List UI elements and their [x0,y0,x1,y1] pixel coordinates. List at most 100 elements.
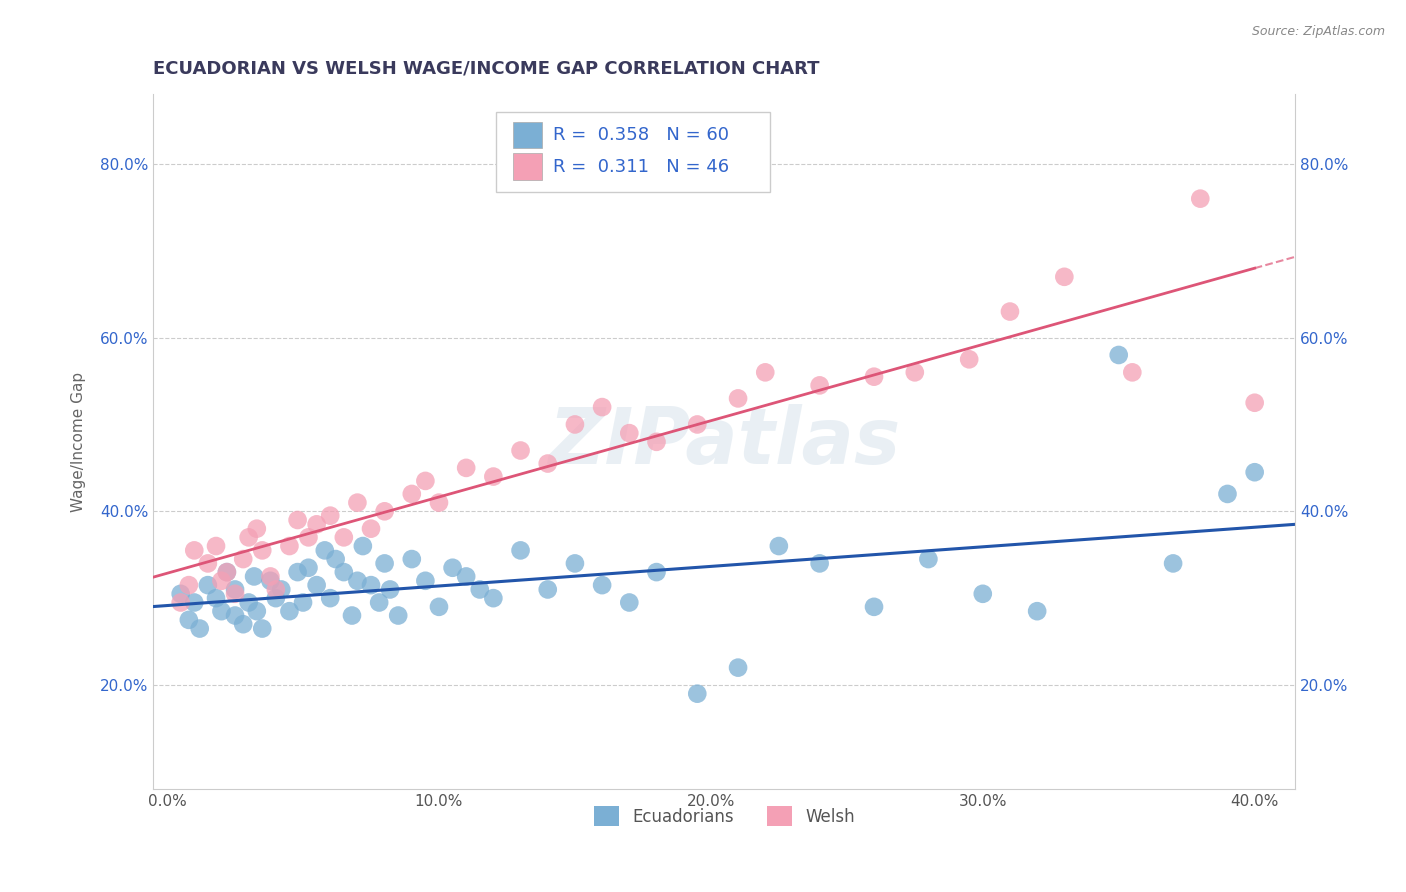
Point [305,578,328,592]
Point [270,582,292,597]
Point [619,595,641,609]
Point [224,608,246,623]
Point [863,369,886,384]
Point [264,582,287,597]
Point [287,513,309,527]
Text: ZIPatlas: ZIPatlas [548,404,901,480]
Point [215,565,238,579]
Point [441,560,464,574]
FancyBboxPatch shape [513,153,541,180]
Point [297,530,319,544]
Point [509,543,531,558]
Point [333,530,356,544]
Point [259,574,281,588]
Point [346,495,368,509]
Point [215,565,238,579]
Point [352,539,374,553]
Point [686,417,709,432]
Point [468,582,491,597]
Point [211,574,233,588]
Point [205,591,228,606]
Point [456,569,478,583]
Point [645,565,668,579]
Text: R =  0.358   N = 60: R = 0.358 N = 60 [553,126,730,144]
Point [401,487,423,501]
Point [292,595,315,609]
Point [278,539,301,553]
Point [904,365,927,379]
Point [305,517,328,532]
Point [972,587,994,601]
Point [686,687,709,701]
Point [319,508,342,523]
Point [1243,465,1265,479]
Point [360,522,382,536]
Point [427,495,450,509]
Point [252,543,274,558]
Y-axis label: Wage/Income Gap: Wage/Income Gap [72,372,86,512]
Point [727,392,749,406]
Point [998,304,1021,318]
Point [325,552,347,566]
Point [246,604,269,618]
Point [278,604,301,618]
Point [482,469,505,483]
Point [768,539,790,553]
Point [183,543,205,558]
Point [564,417,586,432]
Point [238,530,260,544]
Point [333,565,356,579]
Point [1189,192,1212,206]
Point [537,457,560,471]
Point [456,461,478,475]
Point [1243,396,1265,410]
Point [232,552,254,566]
Point [727,660,749,674]
Point [238,595,260,609]
Point [427,599,450,614]
Point [415,574,437,588]
Point [177,613,200,627]
Point [374,557,396,571]
Text: ECUADORIAN VS WELSH WAGE/INCOME GAP CORRELATION CHART: ECUADORIAN VS WELSH WAGE/INCOME GAP CORR… [153,60,820,78]
Point [1108,348,1130,362]
Point [1161,557,1184,571]
Point [808,378,831,392]
Point [183,595,205,609]
Point [346,574,368,588]
Point [170,587,193,601]
Point [368,595,391,609]
Point [374,504,396,518]
Point [314,543,336,558]
Point [360,578,382,592]
Point [259,569,281,583]
Point [401,552,423,566]
Point [197,578,219,592]
Text: Source: ZipAtlas.com: Source: ZipAtlas.com [1251,25,1385,38]
Point [957,352,980,367]
Point [564,557,586,571]
Point [754,365,776,379]
Point [509,443,531,458]
Point [863,599,886,614]
Point [243,569,266,583]
Point [188,622,211,636]
Point [619,426,641,441]
Point [252,622,274,636]
Point [232,617,254,632]
Point [537,582,560,597]
Point [246,522,269,536]
Point [170,595,193,609]
Point [297,560,319,574]
Point [177,578,200,592]
Point [1026,604,1049,618]
Point [1053,269,1076,284]
Point [1121,365,1143,379]
Point [1216,487,1239,501]
Point [340,608,363,623]
Point [211,604,233,618]
Point [287,565,309,579]
Point [808,557,831,571]
Legend: Ecuadorians, Welsh: Ecuadorians, Welsh [588,799,862,833]
Point [224,582,246,597]
